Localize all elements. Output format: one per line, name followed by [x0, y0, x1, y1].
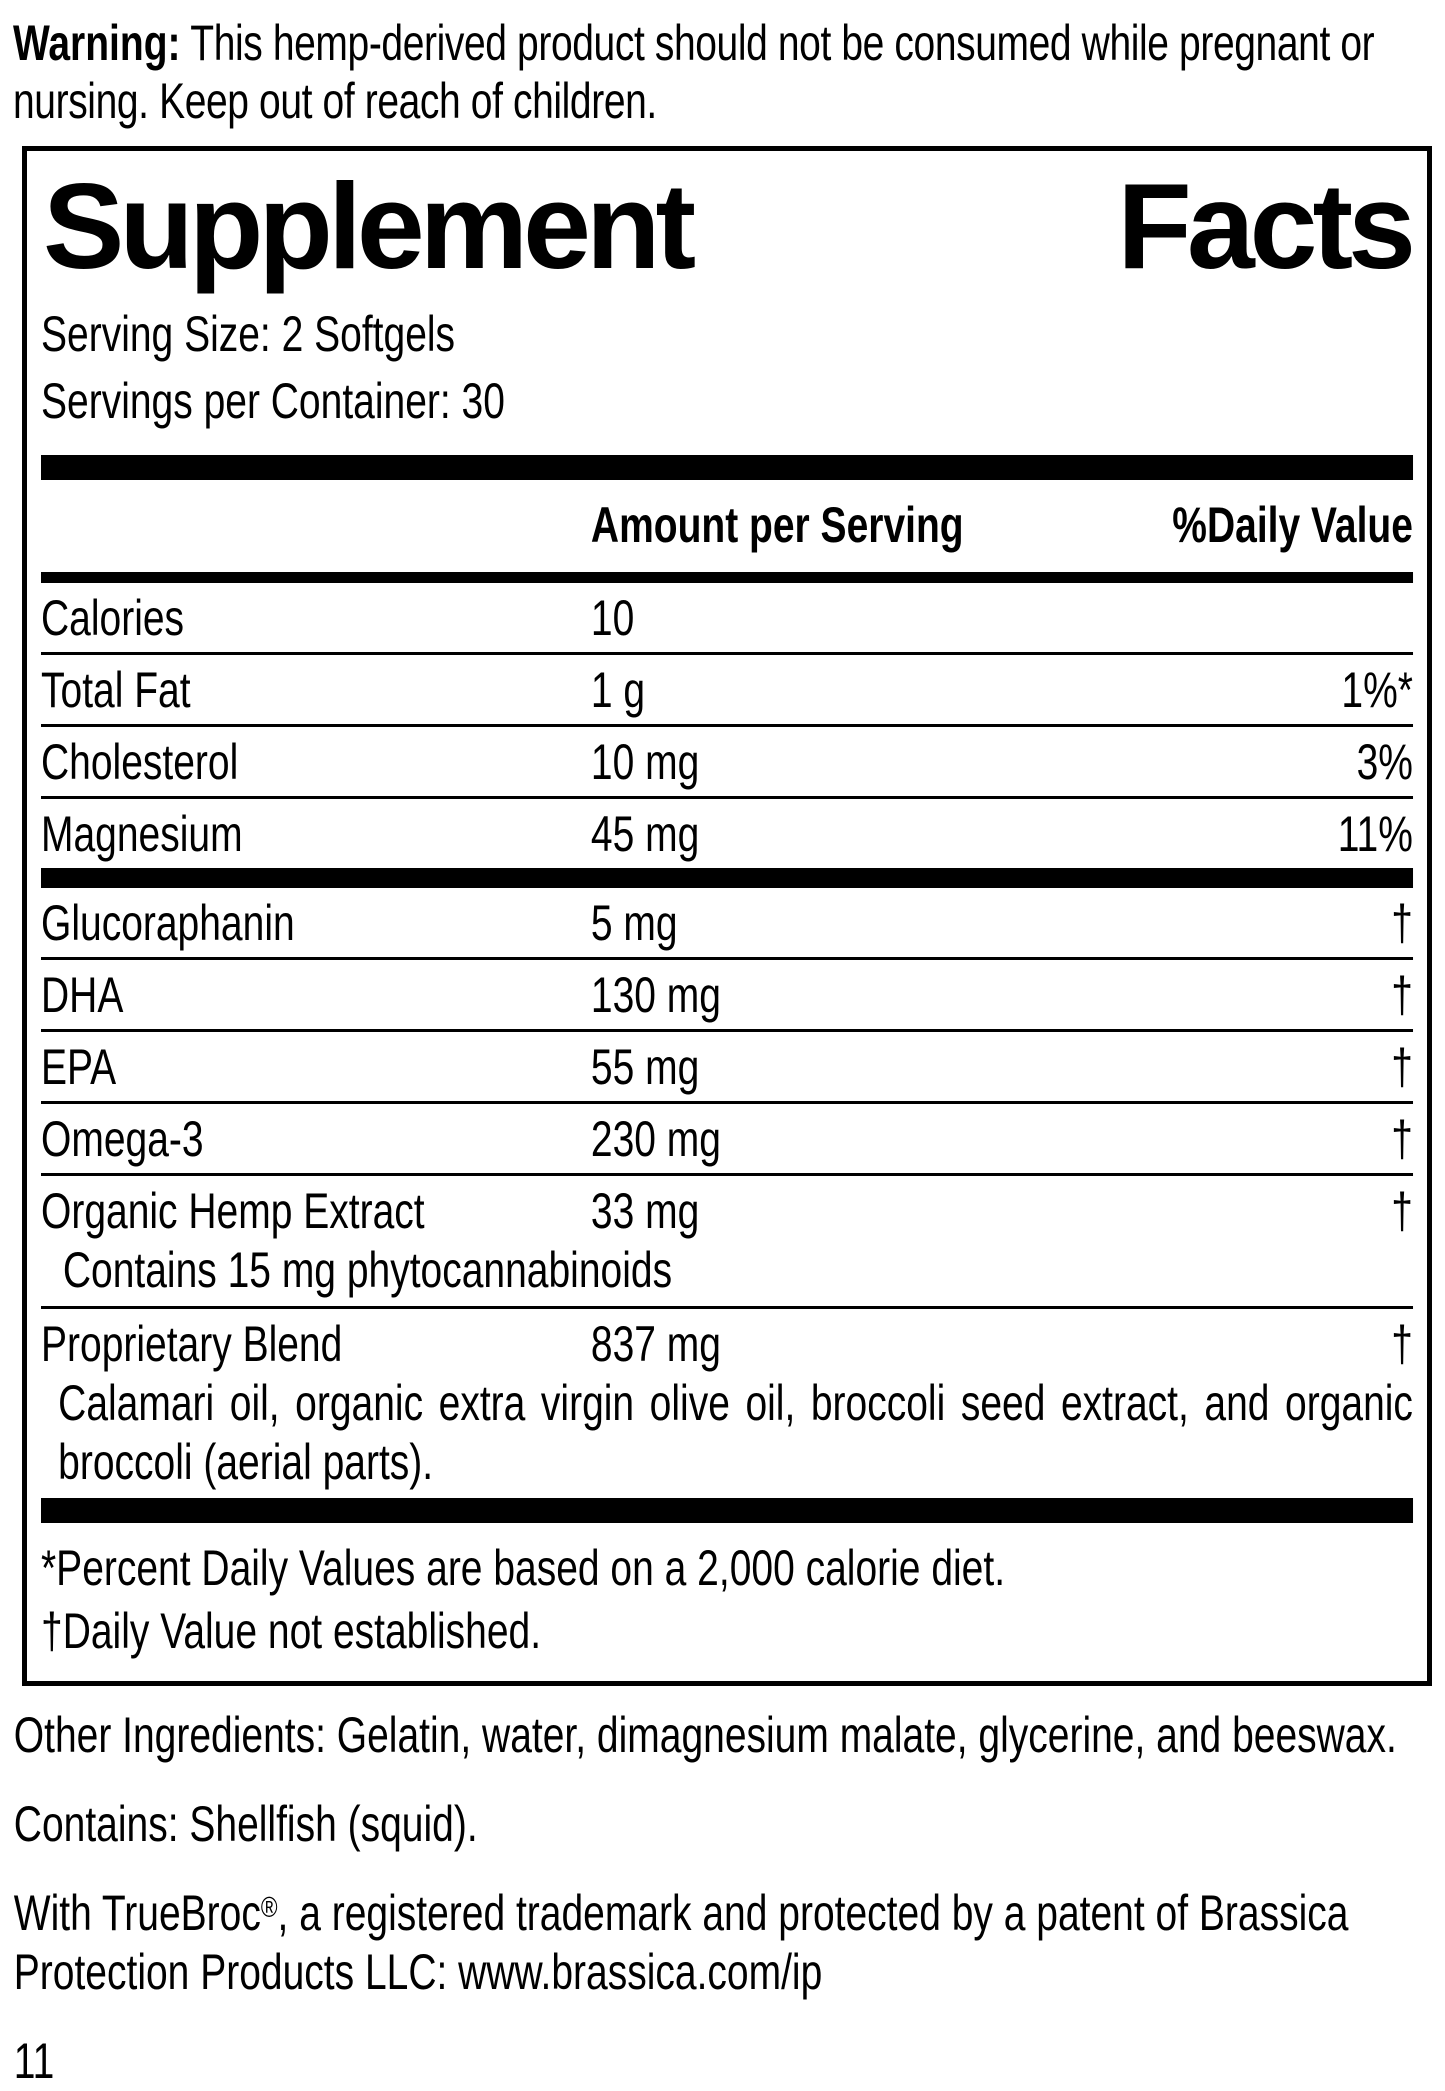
row-label: Glucoraphanin	[41, 895, 295, 951]
row-label: Calories	[41, 590, 185, 646]
serving-info: Serving Size: 2 Softgels Servings per Co…	[41, 301, 1413, 435]
supplement-facts-panel: Supplement Facts Serving Size: 2 Softgel…	[22, 146, 1432, 1686]
contains-statement: Contains: Shellfish (squid).	[13, 1796, 478, 1852]
row-label: Magnesium	[41, 806, 243, 862]
row-amount: 837 mg	[590, 1316, 721, 1372]
column-header-daily-value: %Daily Value	[1172, 497, 1413, 553]
warning-label: Warning:	[13, 15, 181, 71]
row-label: Omega-3	[41, 1111, 204, 1167]
nutrient-rows-supplement: Glucoraphanin 5 mg † DHA 130 mg † EPA 55…	[41, 888, 1413, 1498]
row-amount: 55 mg	[590, 1039, 700, 1095]
page-number: 11	[13, 2033, 55, 2089]
table-header-row: Amount per Serving %Daily Value	[41, 480, 1413, 572]
trademark-note: With TrueBroc®, a registered trademark a…	[14, 1884, 1432, 2002]
table-row: Omega-3 230 mg †	[41, 1101, 1413, 1173]
row-amount: 10	[590, 590, 635, 646]
row-amount: 10 mg	[590, 734, 700, 790]
row-daily-value: †	[1391, 967, 1413, 1023]
panel-title-left: Supplement	[43, 158, 696, 294]
table-row: Magnesium 45 mg 11%	[41, 796, 1413, 868]
registered-trademark-symbol: ®	[260, 1892, 278, 1924]
panel-title: Supplement Facts	[43, 158, 1416, 294]
warning-body: This hemp-derived product should not be …	[13, 15, 1375, 129]
header-spacer	[41, 496, 591, 554]
row-label: Total Fat	[41, 662, 191, 718]
trademark-suffix: , a registered trademark and protected b…	[13, 1885, 1349, 2000]
row-amount: 1 g	[590, 662, 646, 718]
table-row: Glucoraphanin 5 mg †	[41, 888, 1413, 957]
row-daily-value: 3%	[1356, 734, 1413, 790]
footnote-dagger: †Daily Value not established.	[41, 1603, 542, 1659]
bottom-notes: Other Ingredients: Gelatin, water, dimag…	[14, 1706, 1432, 2091]
table-row: DHA 130 mg †	[41, 957, 1413, 1029]
divider-bar-bottom	[41, 1498, 1413, 1523]
table-row: Total Fat 1 g 1%*	[41, 652, 1413, 724]
row-amount: 45 mg	[590, 806, 700, 862]
row-amount: 130 mg	[590, 967, 721, 1023]
table-row: Cholesterol 10 mg 3%	[41, 724, 1413, 796]
row-amount: 5 mg	[590, 895, 678, 951]
serving-size: Serving Size: 2 Softgels	[41, 306, 456, 362]
other-ingredients: Other Ingredients: Gelatin, water, dimag…	[13, 1707, 1397, 1763]
row-amount: 230 mg	[590, 1111, 721, 1167]
row-daily-value: †	[1391, 1111, 1413, 1167]
row-subtext: Calamari oil, organic extra virgin olive…	[58, 1375, 1413, 1490]
row-amount: 33 mg	[590, 1183, 700, 1239]
row-daily-value: †	[1391, 1183, 1413, 1239]
divider-bar-section	[41, 868, 1413, 888]
table-row: Calories 10	[41, 583, 1413, 652]
row-daily-value: 1%*	[1341, 662, 1413, 718]
table-row: EPA 55 mg †	[41, 1029, 1413, 1101]
row-label: DHA	[41, 967, 124, 1023]
row-daily-value: †	[1391, 895, 1413, 951]
nutrient-rows-main: Calories 10 Total Fat 1 g 1%* Cholestero…	[41, 583, 1413, 868]
table-row: Organic Hemp Extract 33 mg † Contains 15…	[41, 1173, 1413, 1306]
warning-text: Warning: This hemp-derived product shoul…	[13, 14, 1432, 130]
servings-per-container: Servings per Container: 30	[41, 373, 505, 429]
table-row: Proprietary Blend 837 mg † Calamari oil,…	[41, 1306, 1413, 1498]
footnote-daily-values: *Percent Daily Values are based on a 2,0…	[41, 1540, 1006, 1596]
row-label: Proprietary Blend	[41, 1316, 343, 1372]
footnotes: *Percent Daily Values are based on a 2,0…	[41, 1523, 1413, 1669]
row-label: Organic Hemp Extract	[41, 1183, 425, 1239]
divider-bar-header	[41, 572, 1413, 583]
row-label: Cholesterol	[41, 734, 239, 790]
row-label: EPA	[41, 1039, 117, 1095]
divider-bar-top	[41, 455, 1413, 480]
row-daily-value: 11%	[1337, 806, 1413, 862]
column-header-amount: Amount per Serving	[590, 497, 964, 553]
row-daily-value: †	[1391, 1316, 1413, 1372]
trademark-prefix: With TrueBroc	[13, 1885, 261, 1941]
row-daily-value: †	[1391, 1039, 1413, 1095]
panel-title-right: Facts	[1117, 158, 1416, 294]
row-subtext: Contains 15 mg phytocannabinoids	[62, 1242, 673, 1298]
